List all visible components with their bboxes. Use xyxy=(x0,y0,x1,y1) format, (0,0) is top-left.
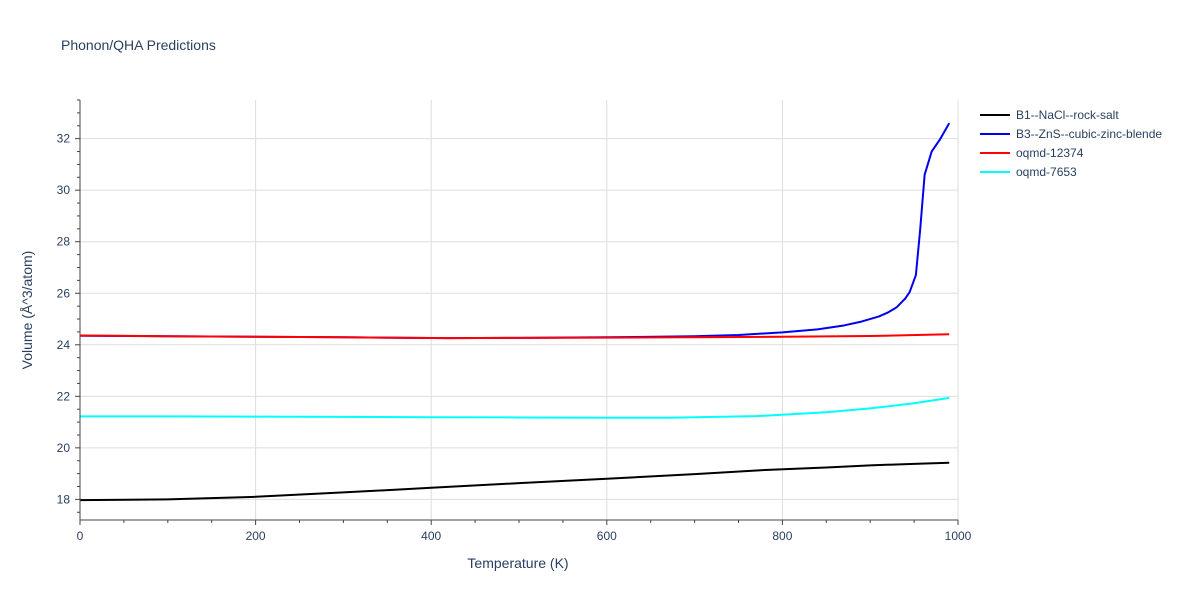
y-tick-label: 22 xyxy=(57,389,71,403)
x-tick-label: 400 xyxy=(421,529,441,543)
legend: B1--NaCl--rock-salt B3--ZnS--cubic-zinc-b… xyxy=(980,108,1162,179)
legend-label[interactable]: B1--NaCl--rock-salt xyxy=(1016,108,1119,122)
grid xyxy=(80,100,959,520)
x-tick-label: 200 xyxy=(246,529,266,543)
x-tick-label: 0 xyxy=(77,529,84,543)
series-line-b1-nacl-rock-salt xyxy=(79,461,950,502)
series-line-oqmd-12374 xyxy=(79,333,950,340)
series-layer xyxy=(79,122,951,502)
y-tick-label: 18 xyxy=(57,492,71,506)
legend-label[interactable]: oqmd-12374 xyxy=(1016,146,1084,160)
legend-label[interactable]: B3--ZnS--cubic-zinc-blende xyxy=(1016,127,1162,141)
series-line-oqmd-7653 xyxy=(80,396,950,419)
chart-title: Phonon/QHA Predictions xyxy=(61,37,216,53)
x-tick-label: 800 xyxy=(772,529,792,543)
x-axis-title: Temperature (K) xyxy=(467,555,568,571)
y-axis-title: Volume (Å^3/atom) xyxy=(19,251,35,370)
x-tick-label: 600 xyxy=(597,529,617,543)
axes: 18 20 22 24 26 28 30 32 0 200 400 600 800 1000 xyxy=(57,99,972,543)
y-tick-label: 24 xyxy=(57,338,71,352)
y-tick-label: 30 xyxy=(57,183,71,197)
legend-label[interactable]: oqmd-7653 xyxy=(1016,165,1077,179)
y-tick-label: 26 xyxy=(57,286,71,300)
y-tick-label: 28 xyxy=(57,235,71,249)
y-tick-label: 32 xyxy=(57,132,71,146)
x-tick-label: 1000 xyxy=(945,529,972,543)
y-tick-label: 20 xyxy=(57,441,71,455)
